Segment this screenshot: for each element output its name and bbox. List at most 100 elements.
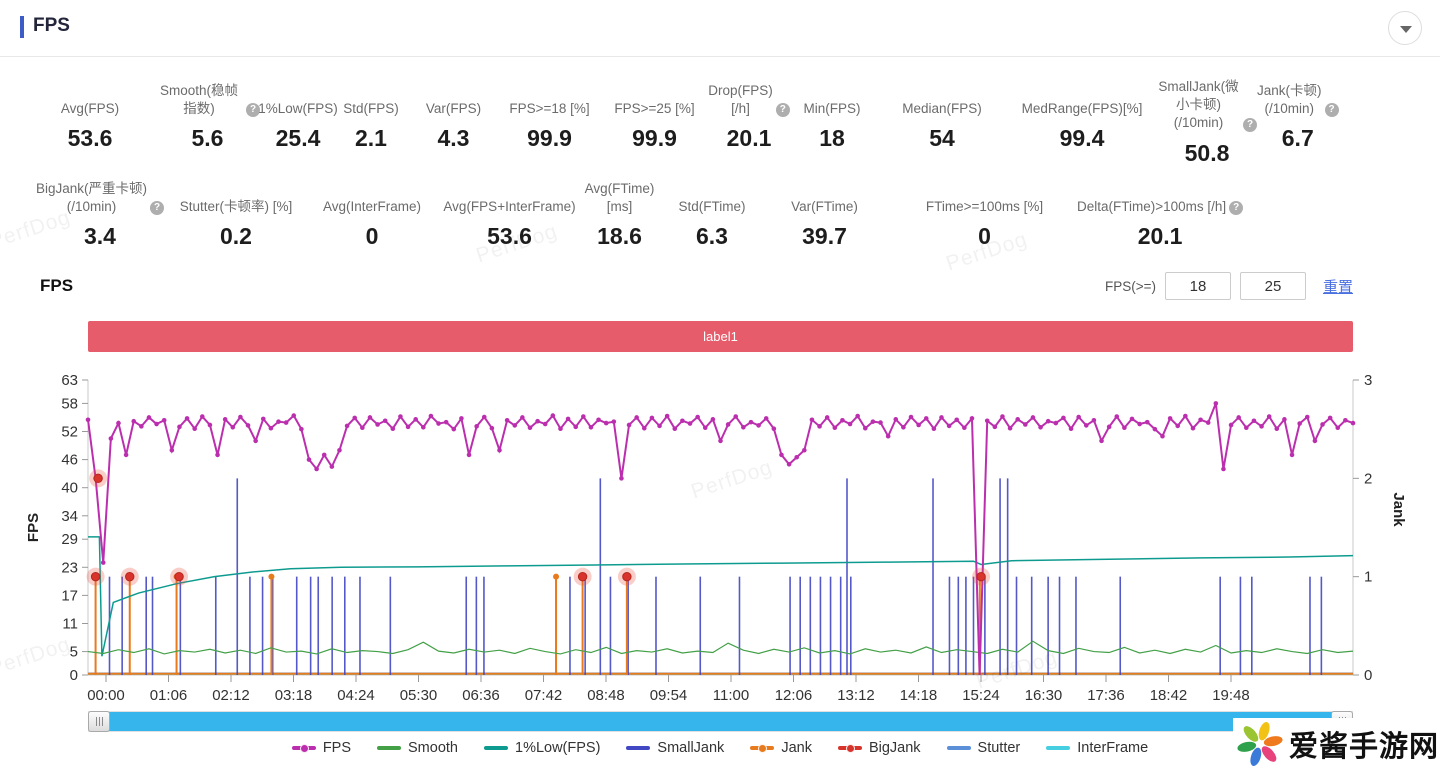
svg-text:00:00: 00:00 <box>87 687 125 704</box>
legend-label: Jank <box>781 740 812 756</box>
fps-threshold-input-2[interactable] <box>1239 272 1306 300</box>
stat-value: 99.4 <box>1059 125 1105 151</box>
fps-threshold-input-1[interactable] <box>1164 272 1231 300</box>
stat-label: Min(FPS)? <box>803 100 861 116</box>
help-icon[interactable]: ? <box>246 103 260 117</box>
legend-marker <box>291 743 316 753</box>
legend-item[interactable]: FPS <box>291 740 352 756</box>
scrollbar-range-bar[interactable] <box>109 712 1332 731</box>
stat-label: BigJank(严重卡顿) (/10min)? <box>36 176 165 216</box>
stat-item: Avg(FTime) [ms]? 18.6 <box>572 176 667 250</box>
stat-label: Delta(FTime)>100ms [/h]? <box>1077 176 1244 216</box>
svg-text:15:24: 15:24 <box>962 687 1000 704</box>
legend-label: SmallJank <box>657 740 725 756</box>
legend-label: BigJank <box>868 740 921 756</box>
svg-text:18:42: 18:42 <box>1150 687 1188 704</box>
svg-text:14:18: 14:18 <box>900 687 938 704</box>
svg-text:04:24: 04:24 <box>337 687 375 704</box>
stat-item: MedRange(FPS)[%]? 99.4 <box>1007 78 1157 167</box>
legend-label: FPS <box>322 740 352 756</box>
stat-label: Smooth(稳帧指数)? <box>155 78 260 118</box>
stat-item: Stutter(卡顿率) [%]? 0.2 <box>175 176 297 250</box>
help-icon[interactable]: ? <box>1324 103 1339 117</box>
stat-value: 4.3 <box>437 125 470 151</box>
stat-item: SmallJank(微小卡顿) (/10min)? 50.8 <box>1157 78 1257 167</box>
svg-text:40: 40 <box>61 480 78 497</box>
stat-label: Avg(FPS+InterFrame)? <box>443 198 576 214</box>
svg-text:0: 0 <box>70 667 78 684</box>
legend-item[interactable]: BigJank <box>837 740 921 756</box>
stat-value: 5.6 <box>191 125 224 151</box>
stat-label: Drop(FPS) [/h]? <box>708 78 790 118</box>
stat-label: FPS>=18 [%]? <box>509 100 590 116</box>
legend-marker <box>1046 746 1071 750</box>
stat-label: Jank(卡顿) (/10min)? <box>1257 78 1339 118</box>
svg-text:17: 17 <box>61 587 78 604</box>
collapse-button[interactable] <box>1388 11 1422 45</box>
stat-item: Smooth(稳帧指数)? 5.6 <box>155 78 260 167</box>
filter-label: FPS(>=) <box>1104 278 1156 294</box>
svg-text:63: 63 <box>61 372 78 389</box>
stat-label: MedRange(FPS)[%]? <box>1021 100 1143 116</box>
stat-value: 6.3 <box>696 223 728 249</box>
scrollbar-left-handle[interactable] <box>88 711 110 732</box>
svg-text:19:48: 19:48 <box>1212 687 1250 704</box>
stat-value: 20.1 <box>1137 223 1183 249</box>
stat-item: Var(FPS)? 4.3 <box>406 78 501 167</box>
accent-bar <box>20 16 24 38</box>
help-icon[interactable]: ? <box>150 201 165 215</box>
stat-label: Avg(InterFrame)? <box>322 198 422 214</box>
legend-label: 1%Low(FPS) <box>515 740 601 756</box>
help-icon[interactable]: ? <box>1229 201 1244 215</box>
stat-item: Avg(FPS)? 53.6 <box>25 78 155 167</box>
stat-value: 53.6 <box>487 223 532 249</box>
stat-item: Avg(FPS+InterFrame)? 53.6 <box>443 176 575 250</box>
svg-text:01:06: 01:06 <box>150 687 188 704</box>
svg-text:03:18: 03:18 <box>275 687 313 704</box>
legend-marker <box>837 743 862 753</box>
stats-row-1: Avg(FPS)? 53.6 Smooth(稳帧指数)? 5.6 1%Low(F… <box>25 78 1339 167</box>
legend-item[interactable]: Smooth <box>377 740 458 756</box>
svg-text:11: 11 <box>62 615 78 632</box>
legend-marker <box>946 746 971 750</box>
stat-value: 3.4 <box>84 223 116 249</box>
help-icon[interactable]: ? <box>1243 117 1257 132</box>
svg-text:2: 2 <box>1364 470 1372 487</box>
stat-item: BigJank(严重卡顿) (/10min)? 3.4 <box>25 176 175 250</box>
svg-text:16:30: 16:30 <box>1025 687 1063 704</box>
reset-link[interactable]: 重置 <box>1322 278 1353 296</box>
help-icon[interactable]: ? <box>775 103 790 117</box>
legend-item[interactable]: 1%Low(FPS) <box>484 740 600 756</box>
svg-text:58: 58 <box>61 395 78 412</box>
legend-item[interactable]: SmallJank <box>626 740 724 756</box>
stat-value: 25.4 <box>275 125 321 151</box>
svg-text:05:30: 05:30 <box>400 687 438 704</box>
stat-value: 20.1 <box>726 125 772 151</box>
legend-item[interactable]: InterFrame <box>1046 740 1148 756</box>
site-logo: 爱酱手游网 <box>1233 718 1440 770</box>
chart-legend: FPS Smooth 1%Low(FPS) SmallJank Jank Big… <box>0 740 1440 756</box>
stat-item: Delta(FTime)>100ms [/h]? 20.1 <box>1077 176 1244 250</box>
pinwheel-logo-icon <box>1237 722 1283 766</box>
stat-value: 54 <box>929 125 955 151</box>
chart-scrollbar[interactable] <box>88 711 1353 732</box>
svg-text:12:06: 12:06 <box>775 687 813 704</box>
svg-text:08:48: 08:48 <box>587 687 625 704</box>
svg-text:02:12: 02:12 <box>212 687 250 704</box>
stat-label: SmallJank(微小卡顿) (/10min)? <box>1157 78 1257 133</box>
legend-dot <box>758 743 768 753</box>
stat-value: 99.9 <box>632 125 677 151</box>
stat-item: Avg(InterFrame)? 0 <box>297 176 447 250</box>
legend-item[interactable]: Jank <box>750 740 812 756</box>
fps-threshold-filter: FPS(>=) 重置 <box>1105 272 1353 300</box>
stat-value: 2.1 <box>355 125 387 151</box>
stat-item: Min(FPS)? 18 <box>787 78 877 167</box>
page-title: FPS <box>33 15 70 36</box>
legend-item[interactable]: Stutter <box>946 740 1020 756</box>
svg-text:0: 0 <box>1364 667 1372 684</box>
stat-label: FTime>=100ms [%]? <box>925 198 1044 214</box>
stat-label: Stutter(卡顿率) [%]? <box>179 198 293 214</box>
svg-text:09:54: 09:54 <box>650 687 688 704</box>
svg-text:07:42: 07:42 <box>525 687 563 704</box>
